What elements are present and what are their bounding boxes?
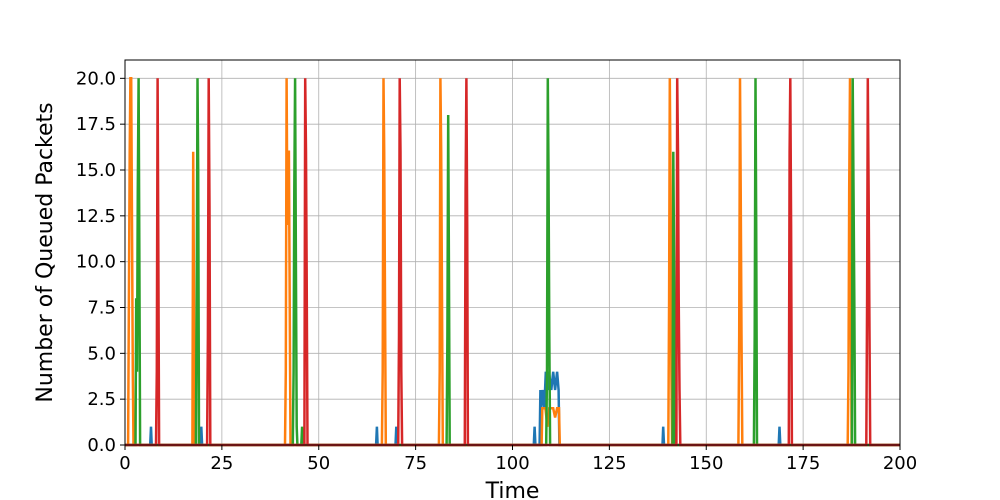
y-tick-label: 5.0 xyxy=(87,343,116,364)
x-tick-label: 175 xyxy=(786,453,820,474)
y-tick-label: 0.0 xyxy=(87,435,116,456)
x-tick-label: 0 xyxy=(119,453,130,474)
x-tick-label: 125 xyxy=(592,453,626,474)
y-tick-label: 2.5 xyxy=(87,389,116,410)
grid xyxy=(124,60,901,446)
y-tick-label: 10.0 xyxy=(76,252,116,273)
y-axis-label: Number of Queued Packets xyxy=(33,102,58,402)
y-tick-label: 7.5 xyxy=(87,298,116,319)
x-tick-label: 50 xyxy=(307,453,330,474)
x-tick-label: 150 xyxy=(689,453,723,474)
x-axis-label: Time xyxy=(485,479,540,500)
y-tick-label: 12.5 xyxy=(76,206,116,227)
x-tick-label: 75 xyxy=(404,453,427,474)
y-ticks: 0.0 2.5 5.0 7.5 10.0 12.5 15.0 17.5 20.0 xyxy=(76,68,125,456)
x-tick-label: 25 xyxy=(210,453,233,474)
x-tick-label: 200 xyxy=(883,453,917,474)
series-line-2 xyxy=(125,77,900,447)
y-tick-label: 20.0 xyxy=(76,68,116,89)
x-ticks: 0 25 50 75 100 125 150 175 200 xyxy=(119,445,917,474)
y-tick-label: 17.5 xyxy=(76,114,116,135)
x-tick-label: 100 xyxy=(495,453,529,474)
y-tick-label: 15.0 xyxy=(76,160,116,181)
